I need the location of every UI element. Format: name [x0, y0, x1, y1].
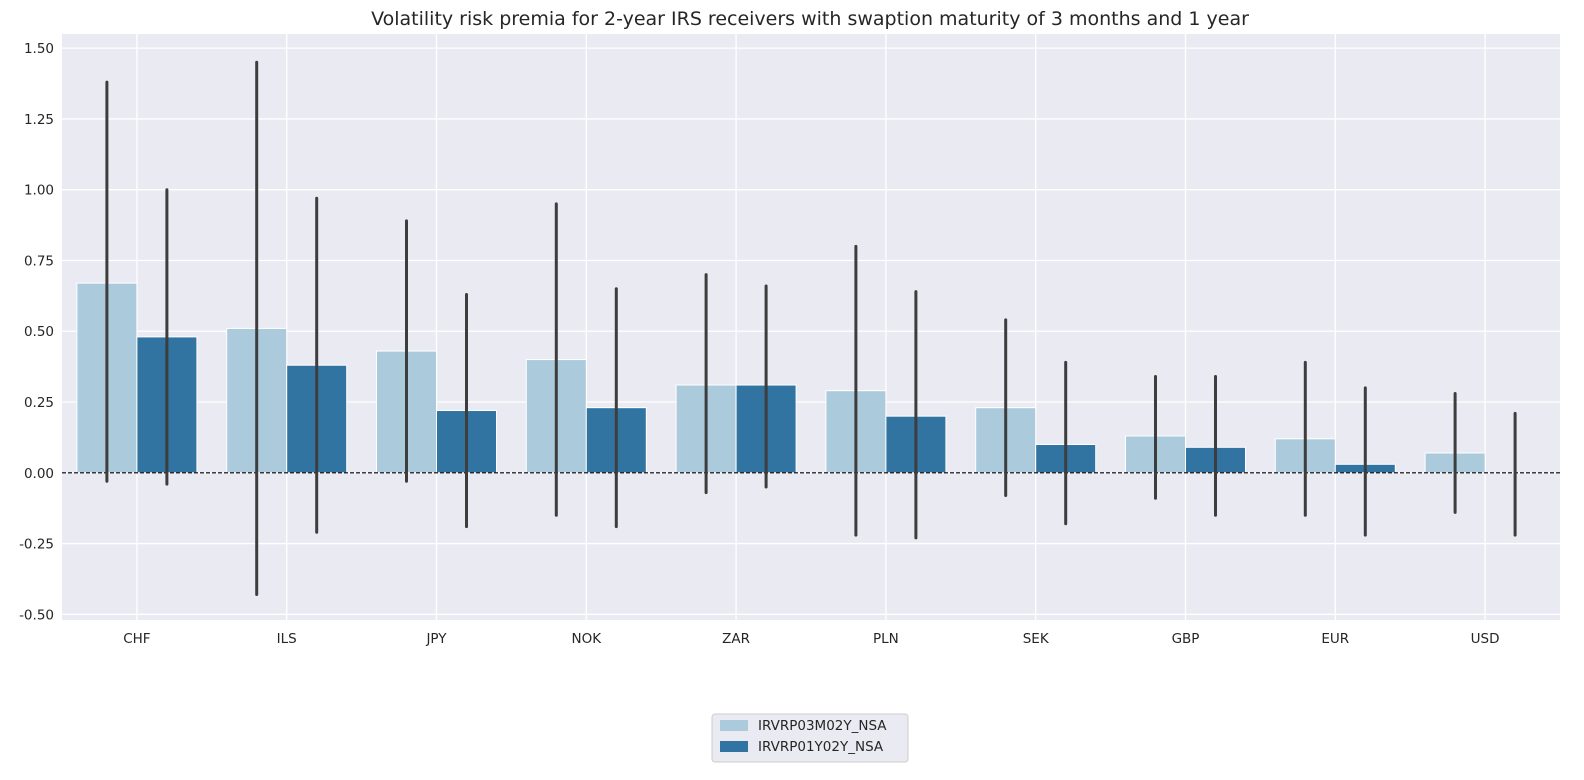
plot-background: [62, 34, 1560, 620]
x-tick-label: JPY: [425, 631, 447, 647]
y-tick-label: 1.25: [24, 112, 54, 128]
y-tick-label: 0.50: [24, 324, 54, 340]
x-tick-label: NOK: [572, 631, 603, 647]
legend-label: IRVRP03M02Y_NSA: [758, 718, 887, 734]
legend-label: IRVRP01Y02Y_NSA: [758, 739, 884, 755]
chart-title: Volatility risk premia for 2-year IRS re…: [371, 8, 1249, 30]
legend-box: [711, 713, 909, 763]
legend-swatch: [720, 741, 748, 752]
x-tick-label: ILS: [277, 631, 297, 647]
x-axis: CHF ILS JPY NOK ZAR PLN SEK GBP EUR USD: [123, 631, 1499, 647]
y-tick-label: -0.25: [19, 537, 54, 553]
error-bars: [105, 60, 1517, 597]
y-tick-label: -0.50: [19, 607, 54, 623]
y-tick-label: 1.00: [24, 183, 54, 199]
legend: IRVRP03M02Y_NSA IRVRP01Y02Y_NSA: [711, 713, 909, 763]
x-tick-label: EUR: [1321, 631, 1349, 647]
y-tick-label: 0.00: [24, 466, 54, 482]
x-tick-label: CHF: [123, 631, 150, 647]
y-axis: 1.50 1.25 1.00 0.75 0.50 0.25 0.00 -0.25 -0.50: [19, 41, 54, 623]
x-tick-label: PLN: [873, 631, 899, 647]
x-tick-label: USD: [1471, 631, 1500, 647]
x-tick-label: GBP: [1172, 631, 1200, 647]
y-tick-label: 1.50: [24, 41, 54, 57]
legend-swatch: [720, 720, 748, 731]
x-tick-label: ZAR: [722, 631, 750, 647]
x-tick-label: SEK: [1023, 631, 1050, 647]
y-tick-label: 0.25: [24, 395, 54, 411]
y-tick-label: 0.75: [24, 253, 54, 269]
